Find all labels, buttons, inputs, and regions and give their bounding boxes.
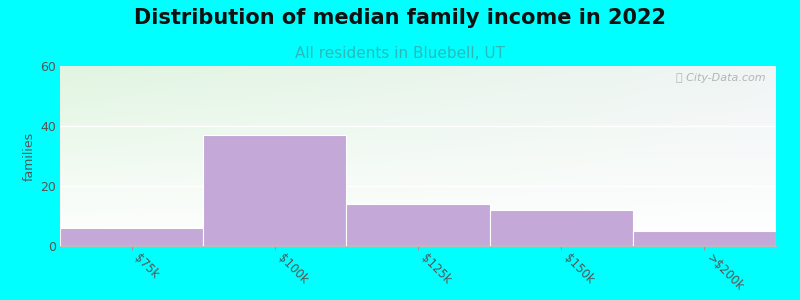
Bar (203, 135, 346, 246)
Bar (346, 204, 490, 246)
Text: All residents in Bluebell, UT: All residents in Bluebell, UT (295, 46, 505, 62)
Y-axis label: families: families (22, 131, 36, 181)
Text: ⓘ City-Data.com: ⓘ City-Data.com (676, 73, 766, 83)
Bar (633, 231, 776, 246)
Bar (490, 210, 633, 246)
Text: Distribution of median family income in 2022: Distribution of median family income in … (134, 8, 666, 28)
Bar (60, 228, 203, 246)
